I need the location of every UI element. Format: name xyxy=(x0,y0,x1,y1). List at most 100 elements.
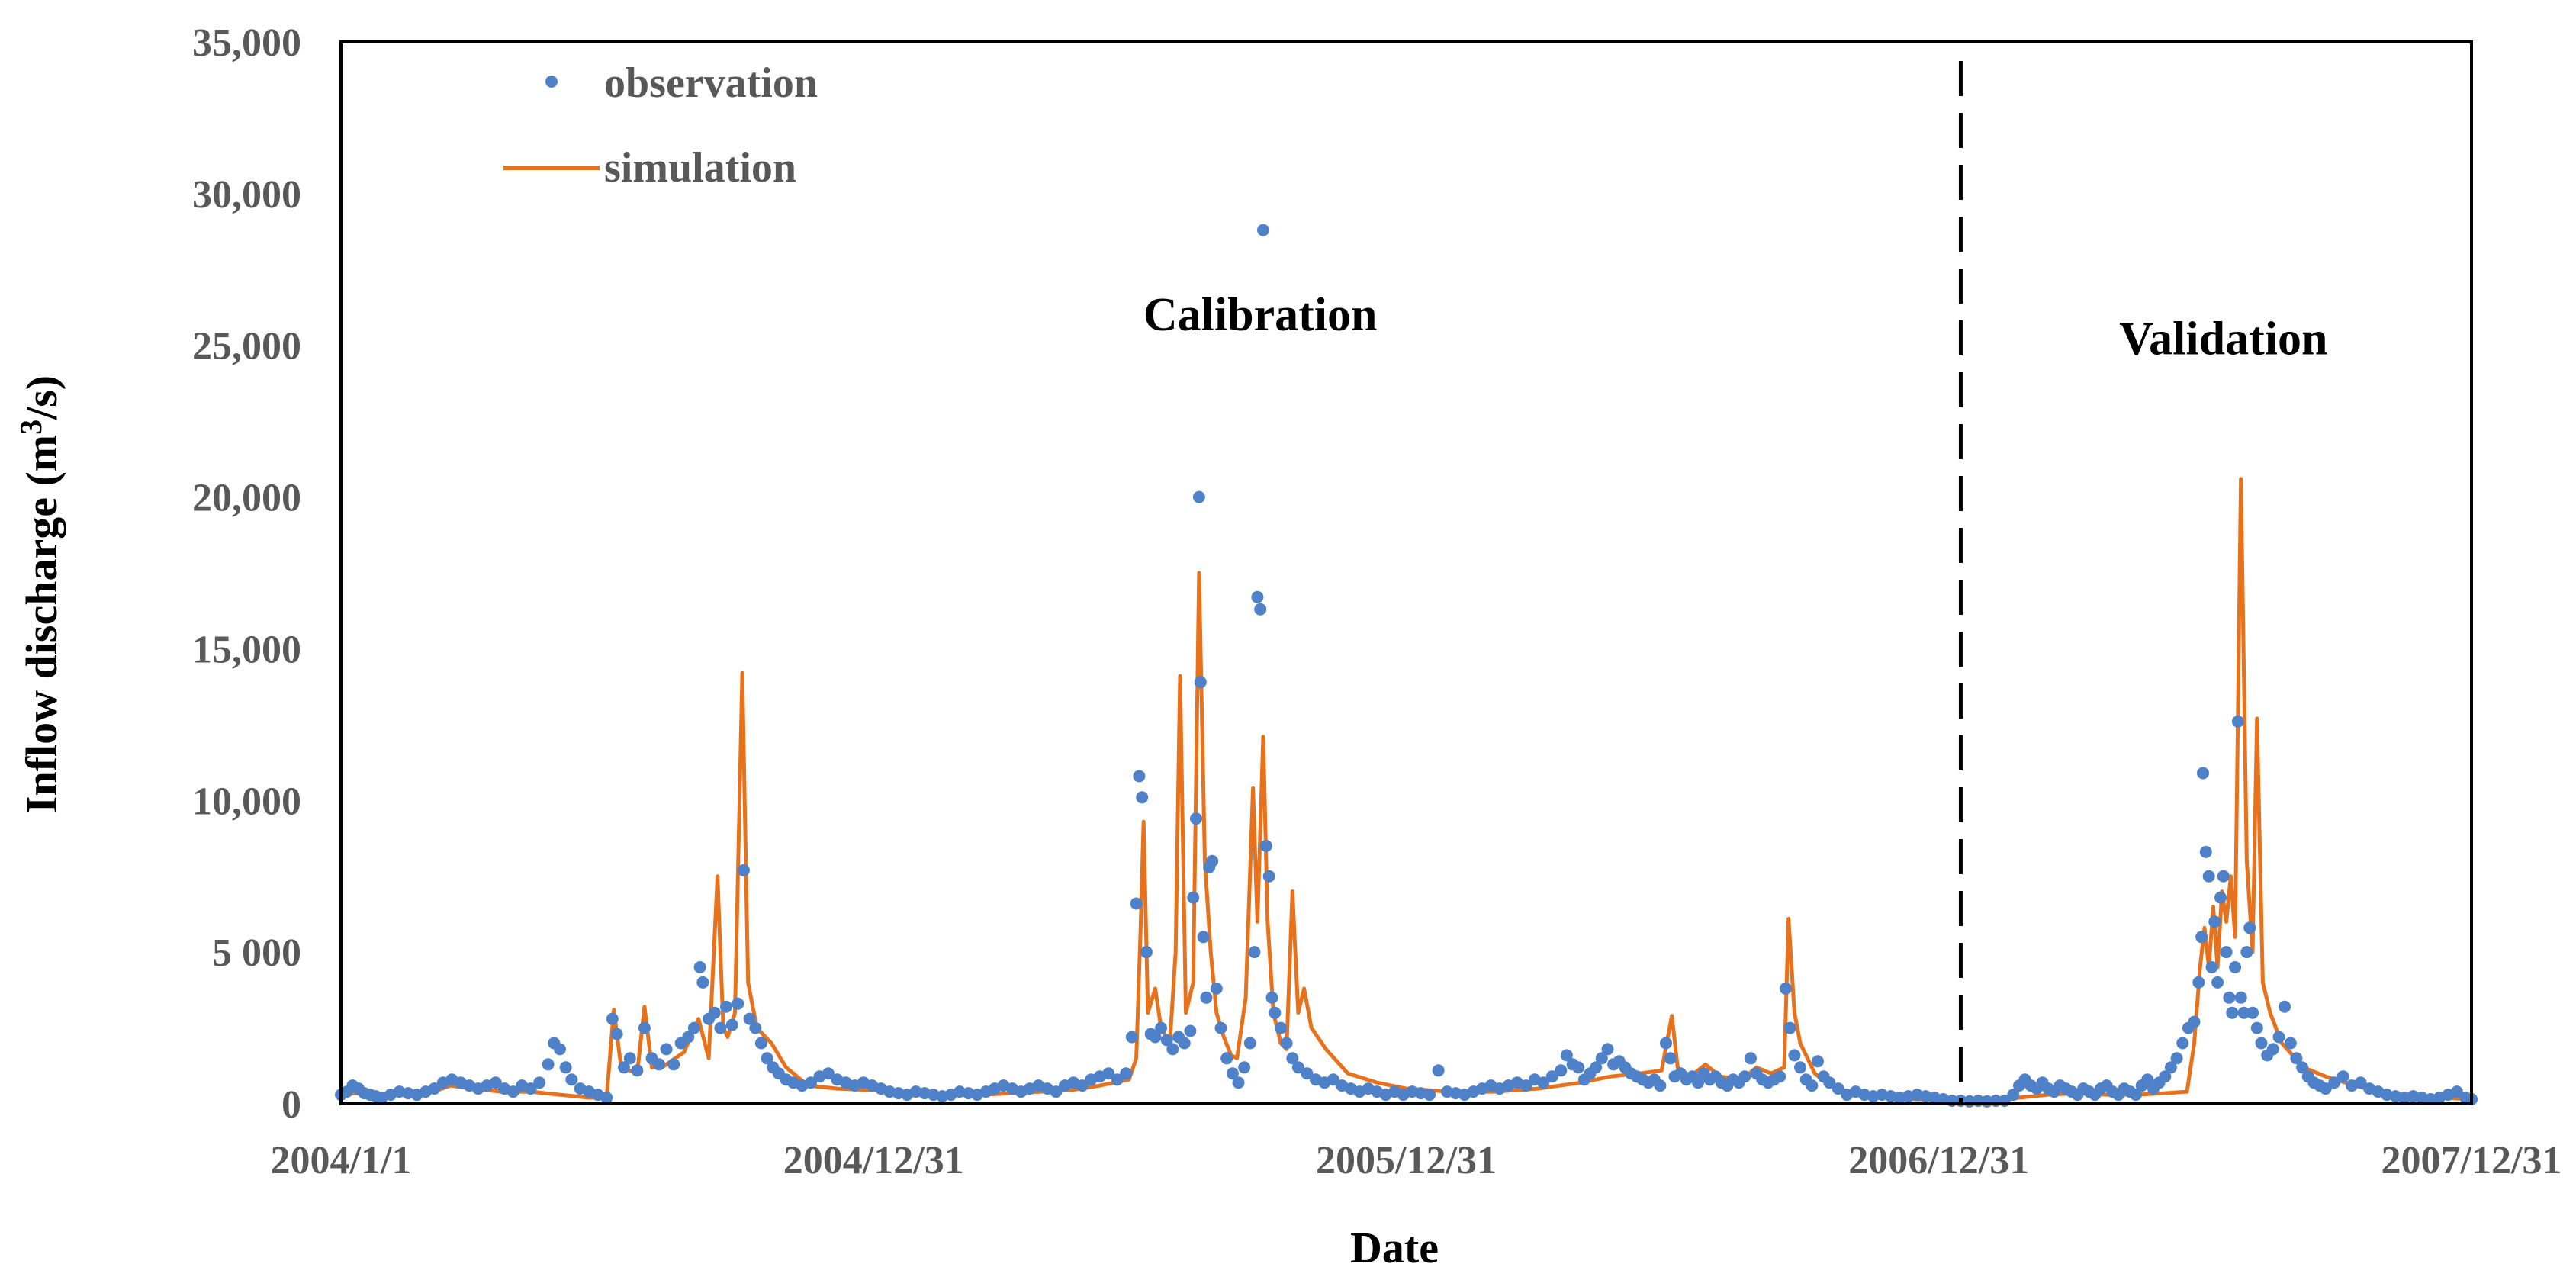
observation-point xyxy=(1120,1067,1133,1080)
observation-point xyxy=(822,1067,835,1080)
observation-point xyxy=(1050,1085,1063,1098)
observation-point xyxy=(1745,1052,1757,1065)
observation-point xyxy=(1248,946,1261,959)
y-axis-ticks: 0 5 000 10,000 15,000 20,000 25,000 30,000 35,0… xyxy=(192,21,301,1127)
observation-point xyxy=(1280,1037,1293,1050)
observation-point xyxy=(2202,870,2215,883)
observation-point xyxy=(1149,1031,1162,1044)
observation-point xyxy=(1560,1049,1573,1062)
validation-label: Validation xyxy=(2119,314,2327,365)
y-axis-title-main: Inflow discharge (m xyxy=(17,435,66,813)
observation-point xyxy=(1832,1082,1844,1095)
observation-point xyxy=(2272,1031,2285,1044)
observation-point xyxy=(1291,1061,1304,1074)
observation-point xyxy=(743,1012,756,1025)
observation-point xyxy=(1076,1079,1089,1092)
observation-point xyxy=(2211,976,2224,989)
observation-point xyxy=(805,1076,817,1089)
observation-point xyxy=(1259,839,1272,852)
observation-point xyxy=(2188,1015,2201,1028)
observation-point xyxy=(2328,1076,2341,1089)
observation-point xyxy=(1595,1052,1608,1065)
observation-point xyxy=(696,976,709,989)
observation-point xyxy=(1178,1037,1191,1050)
observation-point xyxy=(2223,991,2236,1004)
legend-simulation-label: simulation xyxy=(604,144,796,191)
observation-point xyxy=(2246,1006,2259,1019)
observation-point xyxy=(2159,1070,2172,1083)
observation-point xyxy=(2170,1052,2183,1065)
observation-point xyxy=(720,1000,732,1013)
observation-point xyxy=(1275,1021,1287,1034)
observation-point xyxy=(2226,1006,2239,1019)
observation-point xyxy=(1136,791,1149,804)
y-tick-label: 25,000 xyxy=(192,325,301,368)
observation-point xyxy=(1692,1076,1705,1089)
observation-point xyxy=(2007,1089,2020,1102)
y-tick-label: 20,000 xyxy=(192,477,301,520)
observation-point xyxy=(2250,1021,2263,1034)
observation-point xyxy=(1774,1070,1786,1083)
y-tick-label: 30,000 xyxy=(192,173,301,217)
observation-point xyxy=(1788,1049,1801,1062)
observation-point xyxy=(725,1018,738,1031)
legend: observation simulation xyxy=(503,59,818,191)
observation-point xyxy=(1794,1061,1806,1074)
observation-point xyxy=(653,1058,665,1071)
x-tick-label: 2006/12/31 xyxy=(1848,1139,2029,1182)
observation-point xyxy=(2231,715,2244,728)
observation-point xyxy=(2217,870,2230,883)
observation-point xyxy=(2240,946,2253,959)
observation-point xyxy=(2214,891,2227,904)
simulation-line xyxy=(340,477,2472,1103)
observation-point xyxy=(693,961,706,973)
observation-point xyxy=(524,1082,537,1095)
observation-point xyxy=(1812,1055,1824,1068)
observation-point xyxy=(638,1021,651,1034)
x-tick-label: 2004/12/31 xyxy=(783,1139,964,1182)
y-tick-label: 35,000 xyxy=(192,21,301,65)
observation-point xyxy=(2319,1082,2332,1095)
observation-point xyxy=(2296,1061,2309,1074)
observation-point xyxy=(687,1021,700,1034)
observation-point xyxy=(1197,931,1210,944)
observation-point xyxy=(1265,991,1278,1004)
observation-point xyxy=(2195,931,2208,944)
x-axis-title: Date xyxy=(1350,1223,1439,1272)
observation-point xyxy=(623,1052,636,1065)
observation-point xyxy=(565,1073,578,1086)
observation-point xyxy=(2197,767,2209,780)
observation-point xyxy=(1257,224,1269,236)
observation-point xyxy=(1214,1021,1227,1034)
observation-point xyxy=(507,1085,519,1098)
observation-point xyxy=(1243,1037,1256,1050)
observation-point xyxy=(554,1043,566,1056)
observation-point xyxy=(1155,1021,1168,1034)
observation-point xyxy=(1779,982,1792,995)
observation-point xyxy=(1190,812,1202,825)
observation-point xyxy=(1111,1073,1124,1086)
observation-point xyxy=(1555,1064,1568,1077)
observation-point xyxy=(1232,1076,1245,1089)
observation-point xyxy=(667,1058,680,1071)
observation-point xyxy=(2229,961,2242,973)
legend-observation-marker xyxy=(545,76,558,88)
observation-series xyxy=(335,224,2478,1108)
observation-point xyxy=(1654,1079,1667,1092)
observation-point xyxy=(2290,1052,2303,1065)
x-tick-label: 2004/1/1 xyxy=(271,1139,412,1182)
observation-point xyxy=(1664,1052,1677,1065)
observation-point xyxy=(1226,1067,1239,1080)
observation-point xyxy=(428,1082,441,1095)
observation-point xyxy=(1823,1076,1836,1089)
observation-point xyxy=(2279,1000,2291,1013)
observation-point xyxy=(1432,1064,1445,1077)
y-tick-label: 5 000 xyxy=(212,931,301,975)
observation-point xyxy=(738,864,750,876)
observation-point xyxy=(708,1006,721,1019)
observation-point xyxy=(2336,1070,2349,1083)
observation-point xyxy=(1590,1061,1603,1074)
observation-point xyxy=(1140,946,1153,959)
x-tick-label: 2005/12/31 xyxy=(1316,1139,1497,1182)
observation-point xyxy=(2450,1085,2463,1098)
